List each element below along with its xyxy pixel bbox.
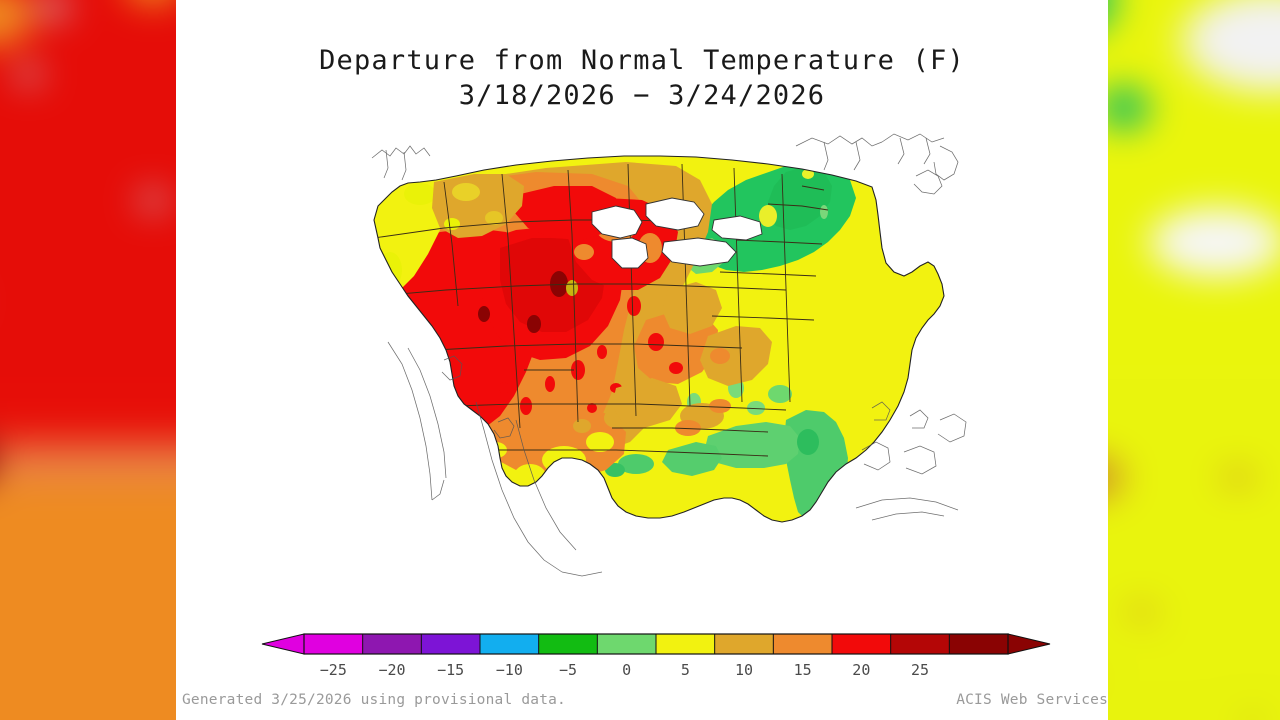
left-blurred-backdrop (0, 0, 176, 720)
footer: Generated 3/25/2026 using provisional da… (176, 692, 1108, 714)
colorbar-under-arrow (261, 633, 305, 655)
colorbar-bin (772, 633, 833, 655)
colorbar-bin (479, 633, 540, 655)
colorbar-tick-label: 15 (793, 661, 812, 679)
colorbar-bin (538, 633, 599, 655)
temperature-anomaly-map (316, 120, 976, 590)
colorbar-tick-label: −5 (558, 661, 578, 679)
colorbar-tick-label: 20 (852, 661, 871, 679)
colorbar-tick-label: 25 (910, 661, 930, 679)
colorbar-svg (261, 633, 1051, 655)
great-lakes (591, 197, 763, 269)
right-backdrop-gradient (1108, 0, 1280, 720)
neighboring-coastlines (371, 133, 967, 577)
right-blurred-backdrop (1108, 0, 1280, 720)
map-svg (371, 133, 967, 577)
us-national-outline (373, 155, 945, 523)
colorbar-tick-label: −10 (495, 661, 523, 679)
colorbar-frame (303, 633, 1009, 655)
colorbar-tick-label: 0 (622, 661, 632, 679)
map-panel: Departure from Normal Temperature (F) 3/… (176, 0, 1108, 720)
colorbar-bin (831, 633, 892, 655)
anomaly-color-field (374, 156, 944, 522)
title-block: Departure from Normal Temperature (F) 3/… (176, 44, 1108, 114)
colorbar-bin (596, 633, 657, 655)
colorbar-bins (303, 633, 1009, 655)
state-boundaries (374, 163, 829, 457)
footer-source-credit: ACIS Web Services (956, 692, 1108, 708)
colorbar-tick-label: −15 (437, 661, 465, 679)
page-title: Departure from Normal Temperature (F) (319, 45, 965, 76)
colorbar-over-arrow (1007, 633, 1051, 655)
colorbar-tick-label: −25 (319, 661, 347, 679)
colorbar-tick-label: 5 (680, 661, 690, 679)
colorbar-bin (362, 633, 423, 655)
date-range-subtitle: 3/18/2026 − 3/24/2026 (458, 80, 826, 111)
colorbar-bin (714, 633, 775, 655)
colorbar-bin (890, 633, 951, 655)
colorbar-bin (303, 633, 364, 655)
colorbar-bin (420, 633, 481, 655)
colorbar-bin (655, 633, 716, 655)
colorbar-bin (948, 633, 1009, 655)
footer-generated-note: Generated 3/25/2026 using provisional da… (182, 692, 566, 708)
colorbar: −25 −20 −15 −10 −5 0 5 10 15 20 25 (256, 628, 1056, 688)
colorbar-tick-labels: −25 −20 −15 −10 −5 0 5 10 15 20 25 (256, 661, 1056, 683)
colorbar-tick-label: −20 (378, 661, 406, 679)
colorbar-tick-label: 10 (734, 661, 754, 679)
left-backdrop-gradient (0, 0, 176, 720)
